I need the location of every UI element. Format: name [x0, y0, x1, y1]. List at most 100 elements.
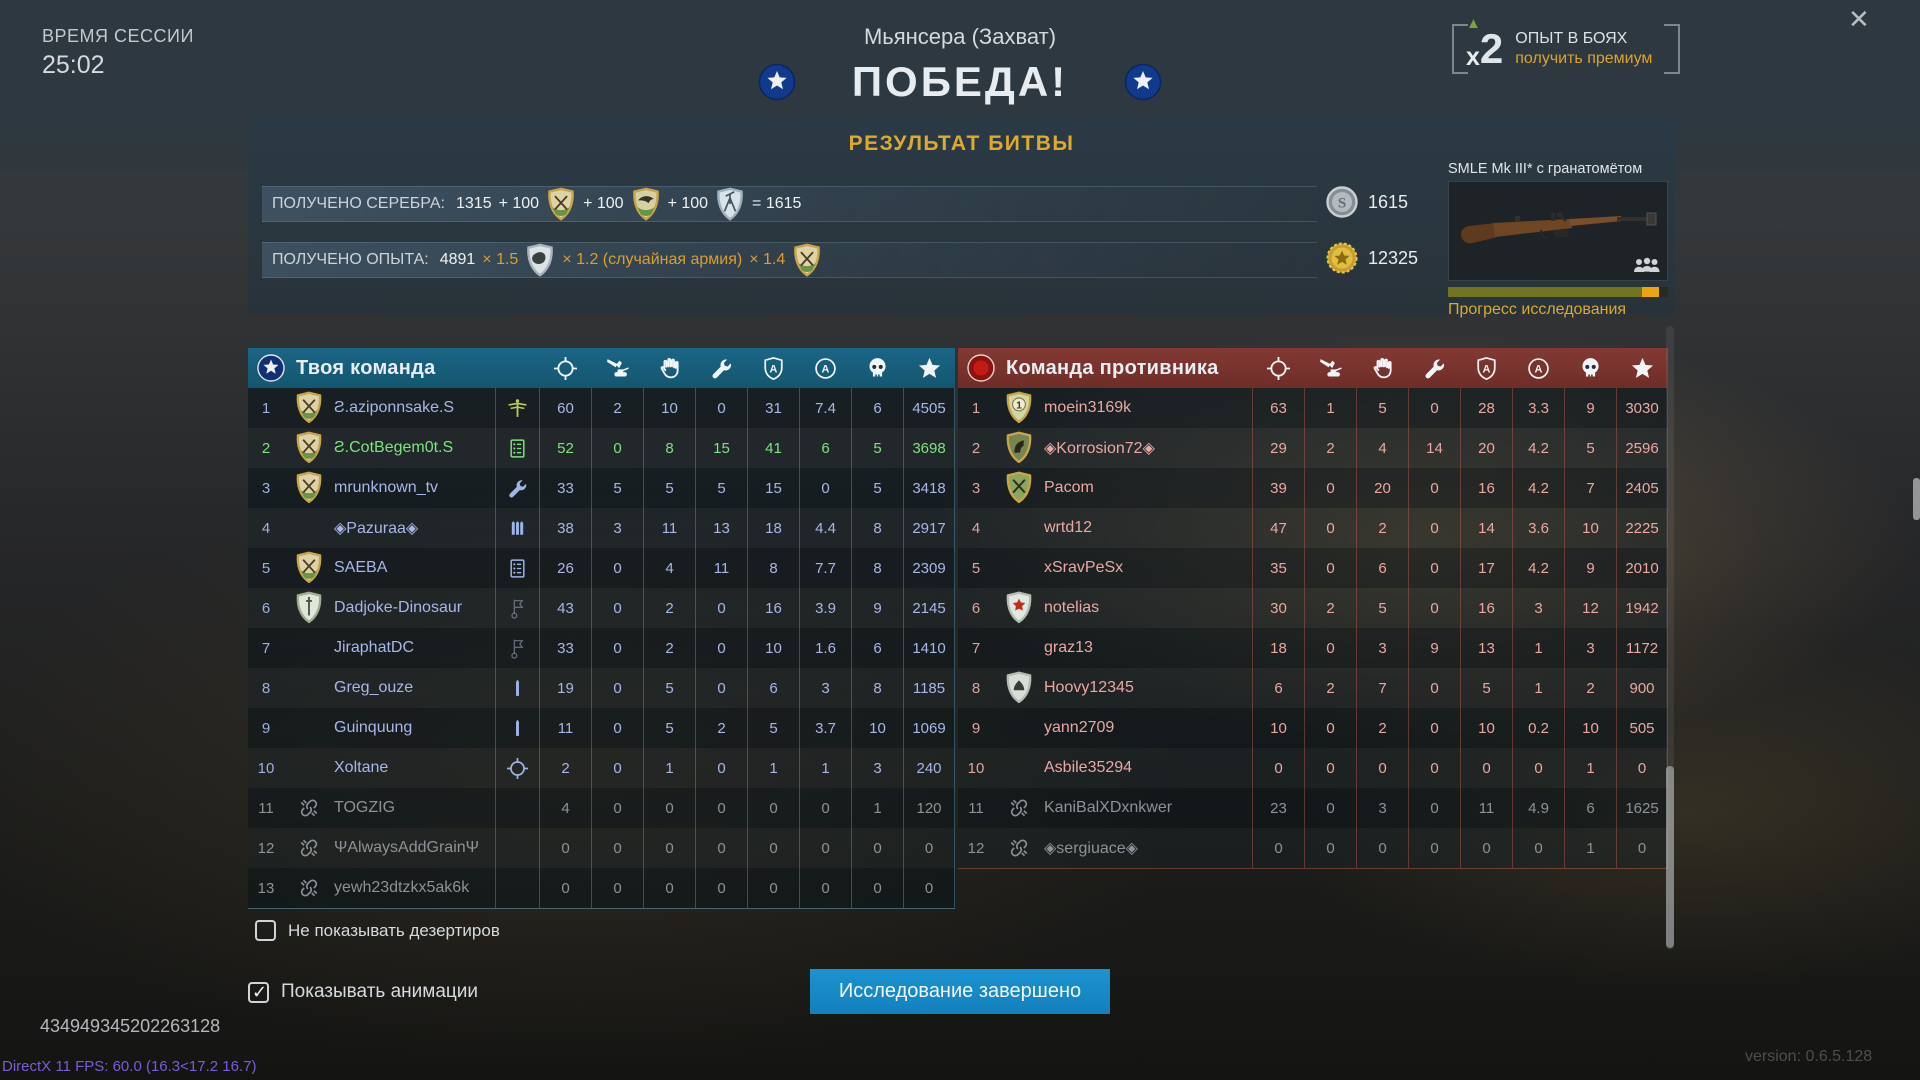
- xp-earned-row: ПОЛУЧЕНО ОПЫТА: 4891 × 1.5 × 1.2 (случайна…: [262, 242, 1317, 278]
- stat-value: 1: [1564, 748, 1616, 788]
- stat-value: 9: [1408, 628, 1460, 668]
- player-name[interactable]: ◈Pazuraa◈: [334, 520, 419, 537]
- ally-player-row[interactable]: 6 Dadjoke-Dinosaur 43 0 2 0 16 3.9 9 2145: [248, 588, 955, 628]
- player-rank: 1: [261, 399, 271, 417]
- enemy-player-row[interactable]: 1 1 moein3169k 63 1 5 0 28 3.3 9 3030: [958, 388, 1668, 428]
- enemy-player-row[interactable]: 9 yann2709 10 0 2 0 10 0.2 10 505: [958, 708, 1668, 748]
- ally-player-row[interactable]: 1 Ƨ.aziponnsake.S 60 2 10 0 31 7.4 6 4505: [248, 388, 955, 428]
- ally-player-row[interactable]: 10 Xoltane 2 0 1 0 1 1 3 240: [248, 748, 955, 788]
- player-name[interactable]: Asbile35294: [1044, 759, 1133, 776]
- research-weapon-image[interactable]: [1448, 181, 1668, 281]
- ally-player-row[interactable]: 5 SAEBA 26 0 4 11 8 7.7 8 2309: [248, 548, 955, 588]
- stat-value: 3: [1356, 628, 1408, 668]
- enemy-player-row[interactable]: 2 ◈Korrosion72◈ 29 2 4 14 20 4.2 5 2596: [958, 428, 1668, 468]
- player-name[interactable]: wrtd12: [1044, 519, 1093, 536]
- ally-player-row[interactable]: 9 Guinquung 11 0 5 2 5 3.7 10 1069: [248, 708, 955, 748]
- ally-player-row[interactable]: 3 mrunknown_tv 33 5 5 5 15 0 5 3418: [248, 468, 955, 508]
- ally-player-row[interactable]: 13 yewh23dtzkx5ak6k 0 0 0 0 0 0 0 0: [248, 868, 955, 908]
- stat-value: 5: [643, 708, 695, 748]
- stat-value: 38: [539, 508, 591, 548]
- player-name[interactable]: mrunknown_tv: [334, 479, 439, 496]
- player-name[interactable]: graz13: [1044, 639, 1093, 656]
- player-name[interactable]: Hoovy12345: [1044, 679, 1134, 696]
- player-name[interactable]: yann2709: [1044, 719, 1115, 736]
- stat-value: 43: [539, 588, 591, 628]
- enemy-player-row[interactable]: 3 Pacom 39 0 20 0 16 4.2 7 2405: [958, 468, 1668, 508]
- enemy-player-row[interactable]: 5 xSravPeSx 35 0 6 0 17 4.2 9 2010: [958, 548, 1668, 588]
- show-animations-checkbox[interactable]: Показывать анимации: [248, 981, 478, 1003]
- progress-researched: [1448, 287, 1642, 297]
- stat-value: 2145: [903, 588, 955, 628]
- player-name[interactable]: moein3169k: [1044, 399, 1132, 416]
- enemy-player-row[interactable]: 12 ◈sergiuace◈ 0 0 0 0 0 0 1 0: [958, 828, 1668, 868]
- player-name[interactable]: Ƨ.aziponnsake.S: [334, 399, 455, 416]
- ally-team-title: Твоя команда: [296, 356, 436, 379]
- player-name[interactable]: SAEBA: [334, 559, 388, 576]
- stat-value: 0: [591, 788, 643, 828]
- player-name[interactable]: ◈sergiuace◈: [1044, 840, 1138, 857]
- get-premium-link[interactable]: получить премиум: [1515, 50, 1653, 67]
- stat-value: 0: [1408, 388, 1460, 428]
- player-name[interactable]: Xoltane: [334, 759, 389, 776]
- stat-value: 0: [1408, 708, 1460, 748]
- stat-value: 0: [799, 468, 851, 508]
- player-name[interactable]: Greg_ouze: [334, 679, 414, 696]
- stat-value: 0: [695, 628, 747, 668]
- ally-player-row[interactable]: 11 TOGZIG 4 0 0 0 0 0 1 120: [248, 788, 955, 828]
- close-icon[interactable]: ✕: [1848, 4, 1870, 34]
- enemy-player-row[interactable]: 7 graz13 18 0 3 9 13 1 3 1172: [958, 628, 1668, 668]
- player-name[interactable]: JiraphatDC: [334, 639, 415, 656]
- stat-value: 2: [1356, 708, 1408, 748]
- stat-value: 1172: [1616, 628, 1668, 668]
- ally-player-row[interactable]: 2 Ƨ.CotBegem0t.S 52 0 8 15 41 6 5 3698: [248, 428, 955, 468]
- stat-value: 11: [643, 508, 695, 548]
- research-complete-button[interactable]: Исследование завершено: [810, 969, 1110, 1014]
- player-rank: 9: [971, 719, 981, 737]
- stat-value: 20: [1460, 428, 1512, 468]
- player-name[interactable]: yewh23dtzkx5ak6k: [334, 879, 470, 896]
- medal-crossed-rifles-icon: [546, 187, 576, 221]
- checkbox-box[interactable]: [248, 981, 269, 1003]
- battle-title: Мьянсера (Захват) ПОБЕДА!: [560, 24, 1360, 106]
- player-name[interactable]: Dadjoke-Dinosaur: [334, 599, 463, 616]
- checkbox-box[interactable]: [255, 920, 276, 941]
- stat-value: 14: [1408, 428, 1460, 468]
- player-rank: 9: [261, 719, 271, 737]
- silver-earned-row: ПОЛУЧЕНО СЕРЕБРА: 1315 + 100 + 100 + 100 = 1…: [262, 186, 1317, 222]
- ally-player-row[interactable]: 7 JiraphatDC 33 0 2 0 10 1.6 6 1410: [248, 628, 955, 668]
- player-name[interactable]: TOGZIG: [334, 799, 396, 816]
- enemy-player-row[interactable]: 11 KaniBalXDxnkwer 23 0 3 0 11 4.9 6 1625: [958, 788, 1668, 828]
- table-scrollbar-track[interactable]: [1666, 326, 1674, 950]
- x2-n: 2: [1479, 25, 1504, 72]
- player-name[interactable]: xSravPeSx: [1044, 559, 1124, 576]
- premium-offer[interactable]: ▲ x 2 ОПЫТ В БОЯХ получить премиум: [1452, 16, 1680, 74]
- hide-deserters-checkbox[interactable]: Не показывать дезертиров: [255, 920, 500, 941]
- stat-value: 10: [1460, 708, 1512, 748]
- player-rank: 11: [968, 799, 984, 817]
- stat-value: 2309: [903, 548, 955, 588]
- player-name[interactable]: notelias: [1044, 599, 1100, 616]
- player-name[interactable]: ΨAlwaysAddGrainΨ: [334, 839, 480, 856]
- stat-value: 0: [747, 788, 799, 828]
- ally-player-row[interactable]: 8 Greg_ouze 19 0 5 0 6 3 8 1185: [248, 668, 955, 708]
- enemy-player-row[interactable]: 4 wrtd12 47 0 2 0 14 3.6 10 2225: [958, 508, 1668, 548]
- player-name[interactable]: KaniBalXDxnkwer: [1044, 799, 1173, 816]
- shield-a-icon: A: [747, 356, 799, 380]
- player-name[interactable]: Pacom: [1044, 479, 1094, 496]
- player-name[interactable]: Ƨ.CotBegem0t.S: [334, 439, 454, 456]
- stat-value: 5: [695, 468, 747, 508]
- enemy-player-row[interactable]: 10 Asbile35294 0 0 0 0 0 0 1 0: [958, 748, 1668, 788]
- wrench-icon: [1408, 357, 1460, 380]
- enemy-player-row[interactable]: 8 Hoovy12345 6 2 7 0 5 1 2 900: [958, 668, 1668, 708]
- player-rank: 11: [258, 799, 274, 817]
- player-name[interactable]: ◈Korrosion72◈: [1044, 440, 1155, 457]
- enemy-player-row[interactable]: 6 notelias 30 2 5 0 16 3 12 1942: [958, 588, 1668, 628]
- ally-player-row[interactable]: 12 ΨAlwaysAddGrainΨ 0 0 0 0 0 0 0 0: [248, 828, 955, 868]
- stat-value: 0: [1512, 828, 1564, 868]
- stat-value: 33: [539, 628, 591, 668]
- ally-player-row[interactable]: 4 ◈Pazuraa◈ 38 3 11 13 18 4.4 8 2917: [248, 508, 955, 548]
- window-scrollbar-thumb[interactable]: [1913, 478, 1920, 520]
- stat-value: 0: [1356, 748, 1408, 788]
- table-scrollbar-thumb[interactable]: [1666, 766, 1674, 948]
- player-name[interactable]: Guinquung: [334, 719, 413, 736]
